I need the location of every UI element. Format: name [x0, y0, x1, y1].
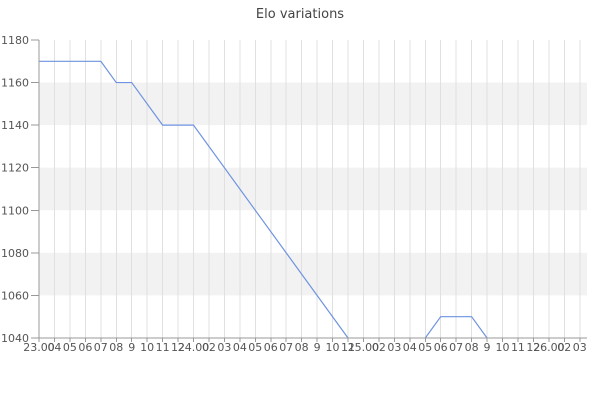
x-tick-label: 07: [279, 341, 293, 354]
x-tick-label: 26.00: [533, 341, 565, 354]
tick-marks: [31, 39, 581, 342]
x-tick-label: 03: [573, 341, 587, 354]
x-tick-label: 07: [94, 341, 108, 354]
x-tick-label: 12: [526, 341, 540, 354]
x-tick-label: 03: [387, 341, 401, 354]
x-tick-label: 04: [233, 341, 247, 354]
x-tick-label: 02: [557, 341, 571, 354]
background-bands: [39, 40, 587, 338]
x-tick-label: 25.00: [348, 341, 380, 354]
x-tick-label: 9: [484, 341, 491, 354]
y-tick-label: 1120: [1, 162, 29, 175]
y-tick-label: 1080: [1, 247, 29, 260]
x-tick-label: 11: [156, 341, 170, 354]
x-tick-label: 11: [511, 341, 525, 354]
gridlines: [53, 40, 581, 338]
x-tick-label: 11: [341, 341, 355, 354]
x-tick-label: 12: [171, 341, 185, 354]
x-tick-label: 04: [47, 341, 61, 354]
y-tick-label: 1160: [1, 77, 29, 90]
plot-band: [39, 252, 587, 296]
x-tick-label: 05: [418, 341, 432, 354]
x-tick-label: 04: [403, 341, 417, 354]
x-tick-label: 06: [264, 341, 278, 354]
x-tick-label: 08: [295, 341, 309, 354]
plot-band: [39, 40, 587, 83]
axes: [38, 40, 587, 339]
y-axis-labels: 1040 1060 1080 1100 1120 1140 1160 1180: [1, 34, 29, 345]
x-tick-label: 06: [434, 341, 448, 354]
y-tick-label: 1140: [1, 119, 29, 132]
x-tick-label: 07: [449, 341, 463, 354]
x-tick-label: 06: [78, 341, 92, 354]
x-tick-label: 24.00: [178, 341, 210, 354]
y-tick-label: 1180: [1, 34, 29, 47]
x-tick-label: 23.00: [23, 341, 55, 354]
x-tick-label: 08: [109, 341, 123, 354]
x-tick-label: 02: [372, 341, 386, 354]
x-tick-label: 08: [465, 341, 479, 354]
elo-line-series: [39, 60, 488, 339]
elo-line-segment: [39, 60, 349, 339]
chart-title: Elo variations: [256, 7, 344, 22]
plot-band: [39, 295, 587, 338]
plot-band: [39, 167, 587, 211]
plot-band: [39, 82, 587, 126]
x-tick-label: 02: [202, 341, 216, 354]
plot-band: [39, 125, 587, 168]
elo-line-segment: [424, 316, 488, 339]
x-tick-label: 03: [217, 341, 231, 354]
x-tick-label: 05: [63, 341, 77, 354]
x-tick-label: 9: [314, 341, 321, 354]
x-tick-label: 10: [140, 341, 154, 354]
y-tick-label: 1100: [1, 204, 29, 217]
y-tick-label: 1060: [1, 289, 29, 302]
x-tick-label: 05: [248, 341, 262, 354]
x-tick-label: 10: [326, 341, 340, 354]
x-tick-label: 9: [128, 341, 135, 354]
y-tick-label: 1040: [1, 332, 29, 345]
plot-band: [39, 210, 587, 253]
x-tick-label: 10: [496, 341, 510, 354]
